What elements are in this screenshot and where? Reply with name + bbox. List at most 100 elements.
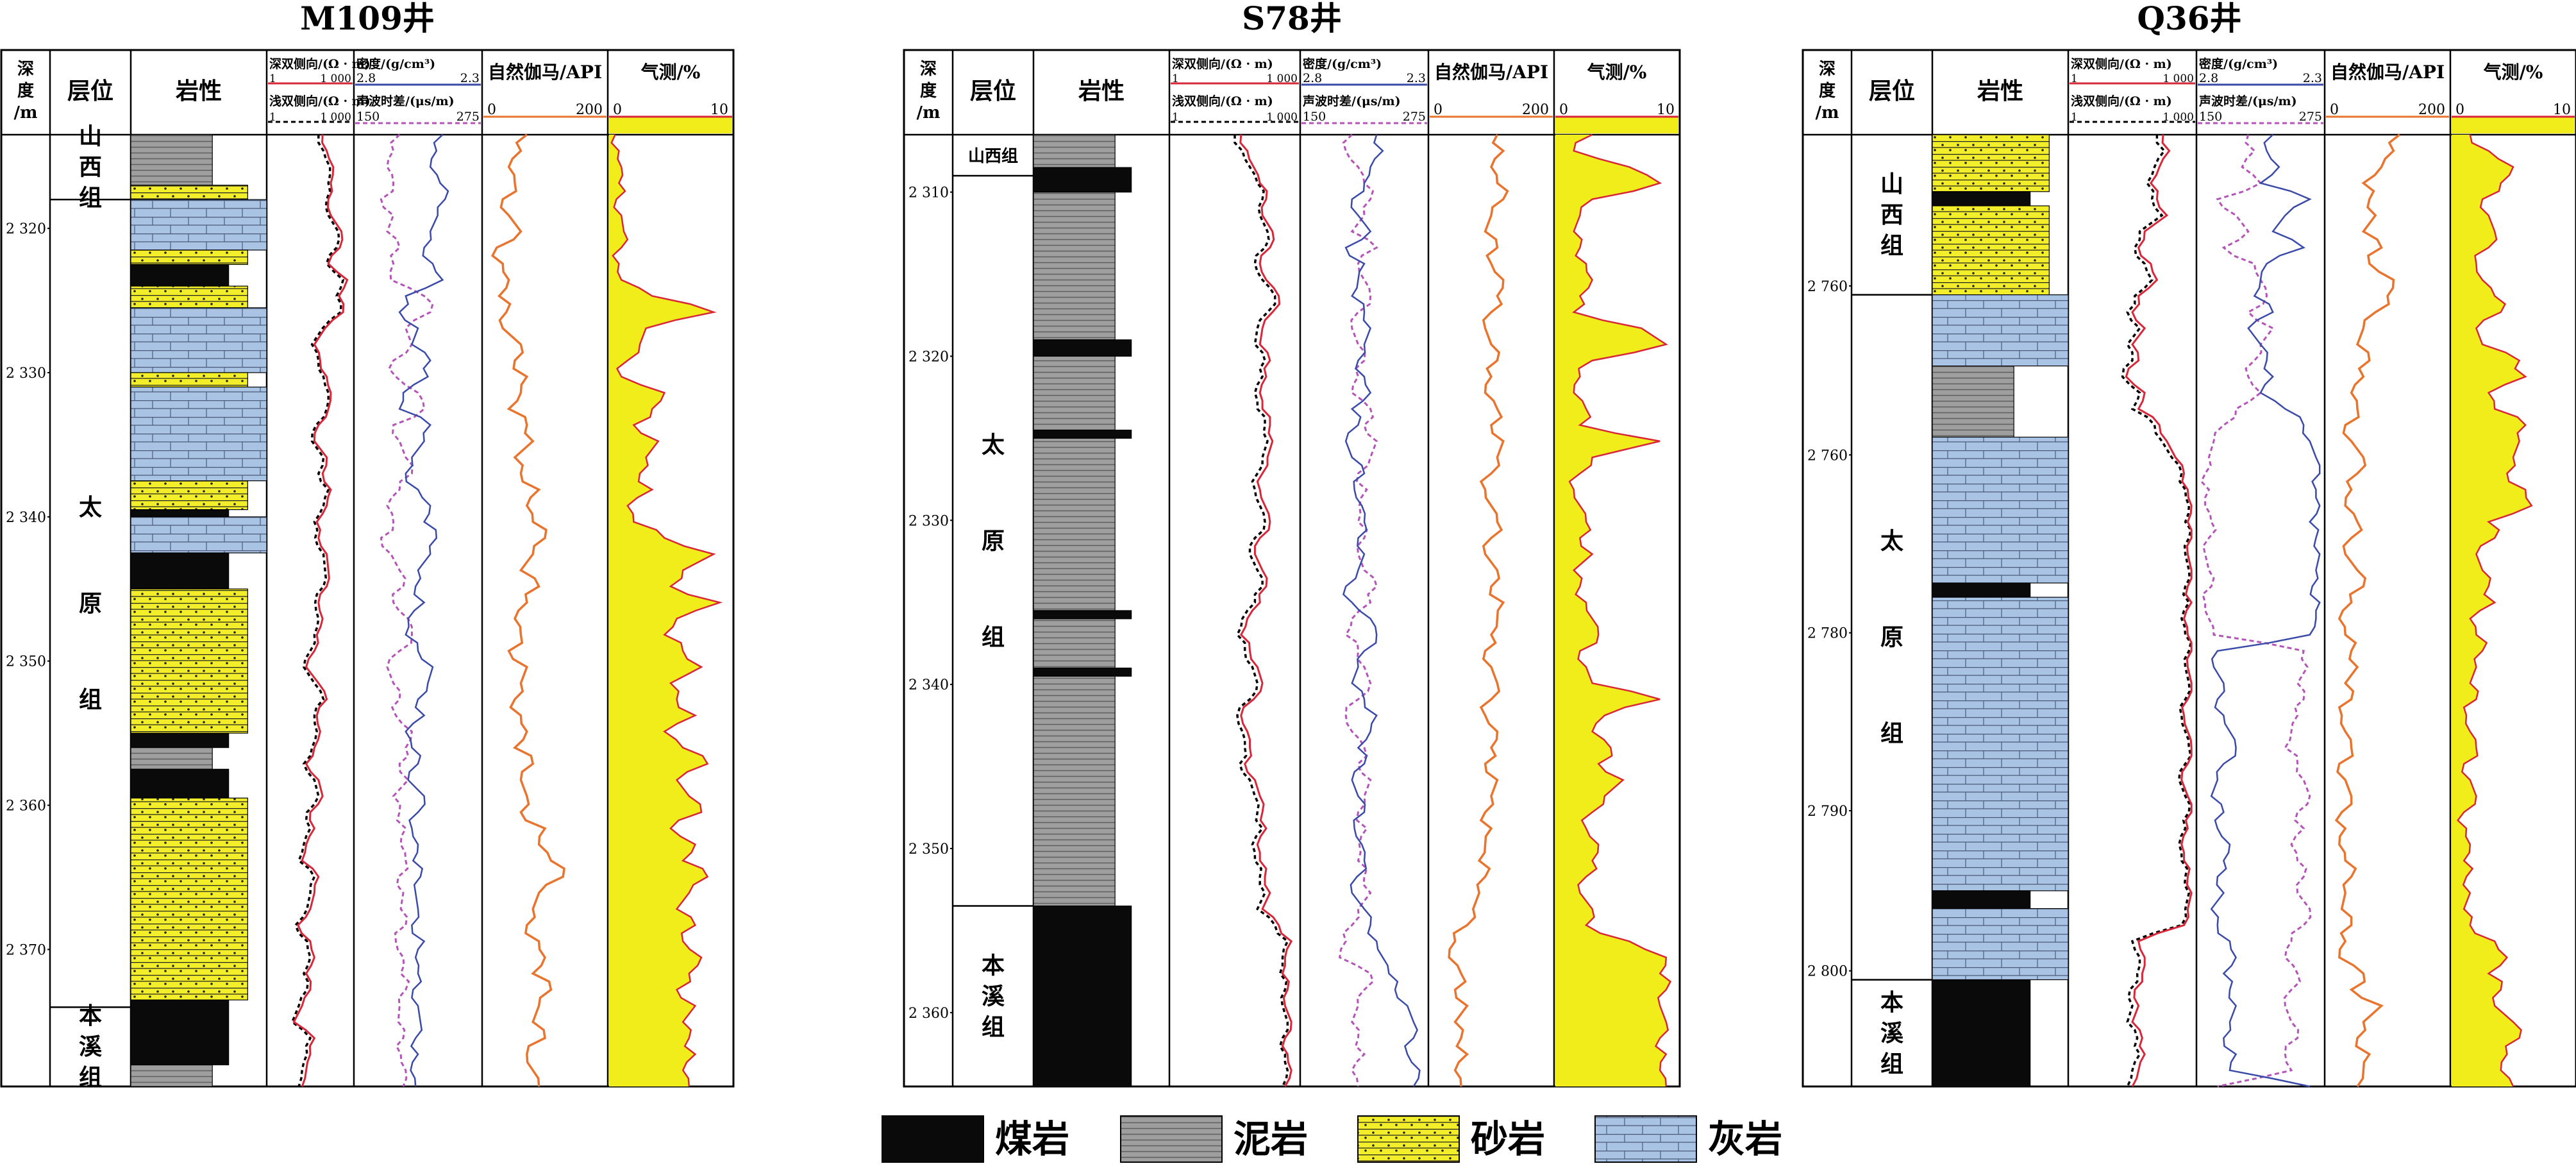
- density-label: 密度/(g/cm³): [356, 56, 435, 71]
- lithology-bed-sandstone: [1932, 134, 2050, 192]
- depth-tick-label: 2 360: [6, 798, 46, 815]
- gas-label: 气测/%: [2483, 62, 2543, 83]
- lithology-bed-sandstone: [130, 185, 248, 200]
- lithology-bed-limestone: [1932, 294, 2069, 367]
- acoustic-curve: [380, 133, 434, 1087]
- depth-tick-label: 2 780: [1807, 626, 1848, 642]
- acoustic-min: 150: [356, 110, 380, 124]
- lithology-bed-mudstone: [130, 747, 213, 770]
- lithology-bed-mudstone: [1033, 191, 1116, 341]
- res-deep-max: 1 000: [2162, 72, 2194, 85]
- depth-tick-label: 2 340: [908, 677, 949, 693]
- lithology-bed-coal: [1033, 610, 1132, 620]
- depth-header: 深度/m: [916, 60, 940, 123]
- res-deep-min: 1: [269, 72, 276, 85]
- depth-tick-label: 2 790: [1807, 804, 1848, 820]
- density-min: 2.8: [1303, 71, 1322, 85]
- res-shallow-curve: [1234, 135, 1289, 1087]
- lithology-bed-mudstone: [1033, 355, 1116, 431]
- gas-key: [2452, 117, 2575, 133]
- formation-label: 山西组: [79, 123, 102, 212]
- gamma-min: 0: [1434, 102, 1443, 118]
- lithology-bed-coal: [1932, 191, 2031, 207]
- lithology-bed-limestone: [130, 516, 267, 553]
- legend-label-sandstone: 砂岩: [1471, 1117, 1545, 1161]
- density-max: 2.3: [2303, 71, 2322, 85]
- depth-tick-label: 2 320: [908, 349, 949, 365]
- lithology-bed-coal: [1932, 890, 2031, 909]
- res-shallow-label: 浅双侧向/(Ω · m): [1172, 94, 1273, 108]
- depth-tick-label: 2 800: [1807, 964, 1848, 980]
- lithology-bed-sandstone: [130, 372, 248, 388]
- acoustic-min: 150: [2199, 110, 2222, 124]
- density-curve: [2210, 134, 2321, 1088]
- legend-label-mudstone: 泥岩: [1234, 1117, 1308, 1161]
- gas-label: 气测/%: [640, 62, 701, 83]
- gas-key: [1555, 117, 1678, 133]
- track-frame: [0, 49, 735, 1088]
- lithology-bed-sandstone: [130, 480, 248, 511]
- gas-curve: [1568, 133, 1672, 1087]
- lithology-bed-coal: [1932, 582, 2031, 598]
- strata-header: 层位: [1869, 78, 1915, 105]
- res-deep-label: 深双侧向/(Ω · m): [269, 56, 371, 71]
- lithology-bed-coal: [130, 732, 230, 748]
- lithology-bed-coal: [1033, 905, 1132, 1087]
- gamma-max: 200: [2418, 102, 2445, 118]
- lithology-bed-coal: [1033, 339, 1132, 357]
- depth-tick-label: 2 370: [6, 942, 46, 958]
- lithology-bed-coal: [130, 264, 230, 287]
- acoustic-max: 275: [456, 110, 480, 124]
- lithology-bed-sandstone: [1932, 205, 2050, 296]
- lithology-bed-sandstone: [130, 249, 248, 265]
- res-shallow-min: 1: [1172, 111, 1179, 124]
- lithology-bed-limestone: [1932, 436, 2069, 584]
- depth-tick-label: 2 350: [908, 841, 949, 858]
- lithology-bed-mudstone: [1033, 437, 1116, 611]
- res-deep-min: 1: [1172, 72, 1179, 85]
- acoustic-max: 275: [1403, 110, 1426, 124]
- lithology-bed-sandstone: [130, 797, 248, 1001]
- strata-header: 层位: [970, 78, 1016, 105]
- density-curve: [1342, 134, 1421, 1087]
- legend-swatch-limestone: [1594, 1115, 1697, 1163]
- res-deep-label: 深双侧向/(Ω · m): [1172, 56, 1273, 71]
- lithology-bed-limestone: [130, 307, 267, 373]
- gamma-max: 200: [576, 102, 603, 118]
- lithology-bed-sandstone: [130, 285, 248, 308]
- depth-tick-label: 2 760: [1807, 448, 1848, 464]
- gas-curve: [2456, 134, 2533, 1087]
- formation-label: 山西组: [968, 146, 1018, 166]
- gas-min: 0: [1559, 102, 1568, 118]
- formation-label: 本溪组: [982, 952, 1005, 1040]
- res-deep-curve: [1239, 134, 1293, 1087]
- lithology-bed-limestone: [130, 199, 267, 251]
- depth-tick-label: 2 320: [6, 221, 46, 237]
- gas-label: 气测/%: [1587, 62, 1647, 83]
- track-frame: [1802, 49, 2576, 1088]
- gas-max: 10: [2553, 102, 2571, 118]
- track-frame: [903, 49, 1681, 1088]
- lithology-header: 岩性: [1977, 78, 2023, 105]
- acoustic-max: 275: [2299, 110, 2322, 124]
- gas-min: 0: [613, 102, 622, 118]
- formation-label: 本溪组: [1880, 989, 1903, 1077]
- lithology-bed-sandstone: [130, 588, 248, 734]
- lithology-bed-coal: [1932, 979, 2031, 1087]
- well-title: M109井: [300, 0, 435, 37]
- depth-tick-label: 2 360: [908, 1006, 949, 1022]
- density-label: 密度/(g/cm³): [2199, 56, 2278, 71]
- formation-label: 本溪组: [79, 1002, 102, 1091]
- gamma-curve: [2334, 133, 2400, 1087]
- legend-swatch-coal: [882, 1115, 984, 1163]
- lithology-bed-limestone: [130, 386, 267, 482]
- formation-label: 太原组: [79, 494, 102, 713]
- lithology-bed-coal: [130, 999, 230, 1065]
- res-shallow-min: 1: [269, 111, 276, 124]
- res-shallow-max: 1 000: [2162, 111, 2194, 124]
- depth-header: 深度/m: [13, 60, 37, 123]
- acoustic-label: 声波时差/(μs/m): [1302, 94, 1401, 108]
- res-deep-curve: [2125, 134, 2193, 1087]
